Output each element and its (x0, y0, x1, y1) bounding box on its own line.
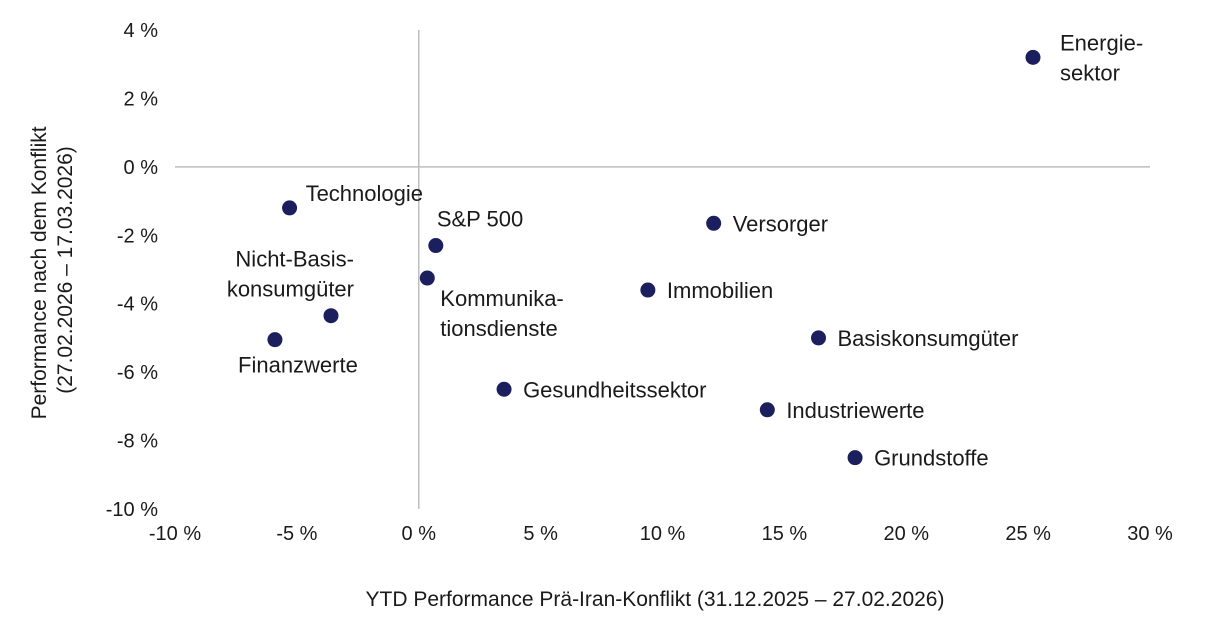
x-tick-label: 5 % (523, 523, 558, 545)
point-label-line: tionsdienste (440, 316, 557, 341)
data-point: Technologie (282, 181, 423, 216)
point-marker (323, 308, 339, 324)
point-marker (267, 332, 283, 348)
x-tick-label: 0 % (402, 523, 437, 545)
point-marker (1025, 49, 1041, 65)
point-label-line: Kommunika- (440, 286, 563, 311)
point-label-line: S&P 500 (437, 207, 523, 232)
point-label-line: Energie- (1060, 30, 1143, 55)
point-label-line: Industriewerte (786, 398, 924, 423)
data-point: S&P 500 (428, 207, 523, 254)
y-tick-label: 0 % (124, 157, 159, 179)
x-axis-title: YTD Performance Prä-Iran-Konflikt (31.12… (366, 588, 945, 611)
point-label-line: Nicht-Basis- (235, 247, 354, 272)
x-tick-label: -5 % (276, 523, 317, 545)
x-tick-label: -10 % (149, 523, 201, 545)
data-point: Nicht-Basis-konsumgüter (227, 247, 354, 324)
point-label-line: Immobilien (667, 278, 773, 303)
point-marker (428, 238, 444, 254)
point-label-line: konsumgüter (227, 277, 354, 302)
point-label-line: Basiskonsumgüter (838, 326, 1019, 351)
point-marker (419, 270, 435, 286)
x-tick-label: 20 % (883, 523, 929, 545)
point-label: S&P 500 (437, 207, 523, 232)
point-marker (706, 215, 722, 231)
point-marker (759, 402, 775, 418)
data-point: Industriewerte (759, 398, 925, 423)
data-point: Finanzwerte (238, 332, 358, 378)
point-label: Kommunika-tionsdienste (440, 286, 563, 341)
point-label: Energie-sektor (1060, 30, 1143, 85)
point-label: Technologie (306, 181, 423, 206)
point-marker (847, 450, 863, 466)
data-point: Grundstoffe (847, 446, 989, 471)
data-points: Energie-sektor Technologie S&P 500 Versorge… (227, 30, 1143, 470)
point-marker (640, 282, 656, 298)
point-label-line: Versorger (733, 211, 828, 236)
point-label-line: Technologie (306, 181, 423, 206)
y-axis-title: Performance nach dem Konflikt (27.02.202… (28, 121, 77, 420)
point-marker (282, 200, 298, 216)
point-label: Versorger (733, 211, 828, 236)
y-axis-title-line-1: Performance nach dem Konflikt (28, 126, 51, 419)
point-label: Immobilien (667, 278, 773, 303)
data-point: Immobilien (640, 278, 773, 303)
x-tick-label: 25 % (1005, 523, 1051, 545)
point-label-line: sektor (1060, 60, 1120, 85)
y-tick-label: -2 % (117, 225, 158, 247)
data-point: Gesundheitssektor (496, 377, 707, 402)
point-label: Industriewerte (786, 398, 924, 423)
y-tick-label: 4 % (124, 20, 159, 42)
y-tick-label: -8 % (117, 431, 158, 453)
x-tick-label: 15 % (762, 523, 808, 545)
point-label-line: Finanzwerte (238, 353, 358, 378)
point-label-line: Grundstoffe (874, 446, 989, 471)
data-point: Versorger (706, 211, 828, 236)
y-tick-label: 2 % (124, 88, 159, 110)
tick-labels: -10 % -5 % 0 % 5 % 10 % 15 % 20 % 25 % 30 % 4 % 2 … (106, 20, 1173, 545)
y-axis-title-line-2: (27.02.2026 – 17.03.2026) (54, 146, 77, 394)
axes (175, 30, 1150, 509)
point-label: Gesundheitssektor (523, 377, 706, 402)
data-point: Energie-sektor (1025, 30, 1143, 85)
point-label: Basiskonsumgüter (838, 326, 1019, 351)
y-tick-label: -6 % (117, 362, 158, 384)
y-tick-label: -4 % (117, 294, 158, 316)
point-marker (811, 330, 826, 346)
x-tick-label: 30 % (1127, 523, 1173, 545)
point-label: Finanzwerte (238, 353, 358, 378)
point-label: Nicht-Basis-konsumgüter (227, 247, 354, 302)
point-marker (496, 381, 512, 397)
x-tick-label: 10 % (640, 523, 686, 545)
y-tick-label: -10 % (106, 499, 158, 521)
point-label-line: Gesundheitssektor (523, 377, 706, 402)
data-point: Basiskonsumgüter (811, 326, 1018, 351)
data-point: Kommunika-tionsdienste (419, 270, 564, 341)
point-label: Grundstoffe (874, 446, 989, 471)
